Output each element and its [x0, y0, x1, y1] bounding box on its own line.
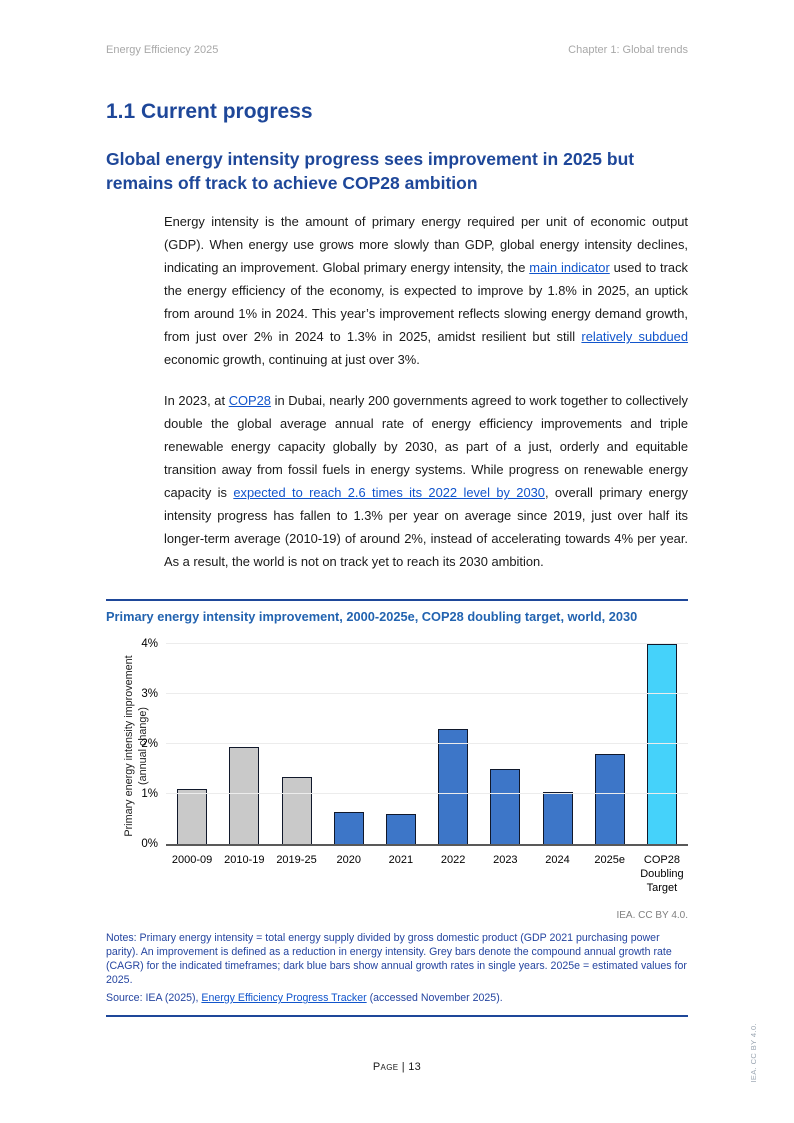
- gridline: [166, 743, 688, 745]
- chart-bar: [385, 814, 416, 845]
- inline-link[interactable]: expected to reach 2.6 times its 2022 lev…: [233, 485, 545, 501]
- gridline: [166, 643, 688, 645]
- chart-bar: [229, 746, 260, 845]
- chart-bar: [281, 776, 312, 845]
- bar-slot: [375, 814, 427, 845]
- text-segment: (accessed November 2025).: [366, 992, 503, 1005]
- y-tick-label: 2%: [141, 738, 158, 751]
- bar-slot: [584, 754, 636, 845]
- y-tick-label: 3%: [141, 688, 158, 701]
- x-tick-label: 2021: [388, 854, 414, 867]
- y-tick-label: 0%: [141, 838, 158, 851]
- y-tick-label: 4%: [141, 638, 158, 651]
- chart-bar: [490, 769, 521, 845]
- chart-bar: [542, 791, 573, 845]
- x-tick-label: 2022: [440, 854, 466, 867]
- chart-title: Primary energy intensity improvement, 20…: [106, 609, 638, 625]
- bar-slot: [531, 791, 583, 845]
- page-content: 1.1 Current progress Global energy inten…: [0, 100, 794, 1018]
- gridline: [166, 693, 688, 695]
- header-report-title: Energy Efficiency 2025: [106, 44, 219, 56]
- y-tick-label: 1%: [141, 788, 158, 801]
- figure-bottom-rule: [106, 1015, 688, 1018]
- inline-link[interactable]: main indicator: [529, 260, 610, 276]
- inline-link[interactable]: relatively subdued: [581, 329, 689, 345]
- chart-bar: [438, 729, 469, 845]
- chart-x-axis-labels: 2000-09 2010-19 2019-25 2020 2021 2022 2023 202…: [166, 854, 688, 895]
- chart-bars: [166, 644, 688, 845]
- figure-source: Source: IEA (2025), Energy Efficiency Pr…: [106, 991, 694, 1005]
- text-segment: used to track the energy efficiency of t…: [164, 260, 688, 345]
- chart-bar: [333, 811, 364, 845]
- bar-chart: Primary energy intensity improvement (an…: [106, 638, 688, 900]
- text-segment: Energy intensity is the amount of primar…: [164, 214, 688, 276]
- figure-top-rule: [106, 599, 688, 602]
- bar-slot: [479, 769, 531, 845]
- section-heading: 1.1 Current progress: [106, 100, 313, 123]
- x-tick-label: 2000-09: [171, 854, 213, 867]
- page-header: Energy Efficiency 2025 Chapter 1: Global…: [106, 44, 688, 56]
- bar-slot: [427, 729, 479, 845]
- x-tick-label: 2019-25: [276, 854, 317, 867]
- text-segment: Source: IEA (2025),: [106, 992, 202, 1005]
- figure-block: Primary energy intensity improvement, 20…: [106, 599, 688, 1018]
- x-tick-label: 2010-19: [224, 854, 265, 867]
- text-segment: economic growth, continuing at just over…: [164, 352, 420, 368]
- figure-notes: Notes: Primary energy intensity = total …: [106, 932, 687, 987]
- x-tick-label: 2020: [336, 854, 361, 867]
- chart-attribution: IEA. CC BY 4.0.: [616, 910, 688, 922]
- inline-link[interactable]: Energy Efficiency Progress Tracker: [201, 992, 367, 1005]
- chart-plot: 0% 1% 2% 3% 4%: [141, 638, 688, 850]
- bar-slot: [218, 746, 270, 845]
- x-tick-label: 2023: [493, 854, 518, 867]
- bar-slot: [323, 811, 375, 845]
- bar-slot: [270, 776, 322, 845]
- paragraph-1: Energy intensity is the amount of primar…: [164, 210, 688, 371]
- text-segment: in Dubai, nearly 200 governments agreed …: [164, 393, 688, 501]
- bar-slot: [166, 789, 218, 845]
- x-tick-label: COP28 Doubling Target: [640, 854, 684, 894]
- chart-bar: [646, 644, 677, 845]
- chart-bar: [177, 789, 208, 845]
- text-segment: In 2023, at: [164, 393, 229, 409]
- inline-link[interactable]: COP28: [228, 393, 271, 409]
- section-subheading: Global energy intensity progress sees im…: [106, 149, 635, 193]
- chart-bar: [594, 754, 625, 845]
- x-tick-label: 2025e: [594, 854, 626, 867]
- gridline: [166, 793, 688, 795]
- bar-slot: [636, 644, 688, 845]
- text-segment: , overall primary energy intensity progr…: [164, 485, 689, 570]
- x-tick-label: 2024: [545, 854, 570, 867]
- header-chapter-label: Chapter 1: Global trends: [568, 44, 688, 56]
- paragraph-2: In 2023, at COP28 in Dubai, nearly 200 g…: [164, 389, 688, 573]
- side-attribution: IEA. CC BY 4.0.: [749, 1023, 758, 1083]
- page-number: Page | 13: [372, 1061, 422, 1073]
